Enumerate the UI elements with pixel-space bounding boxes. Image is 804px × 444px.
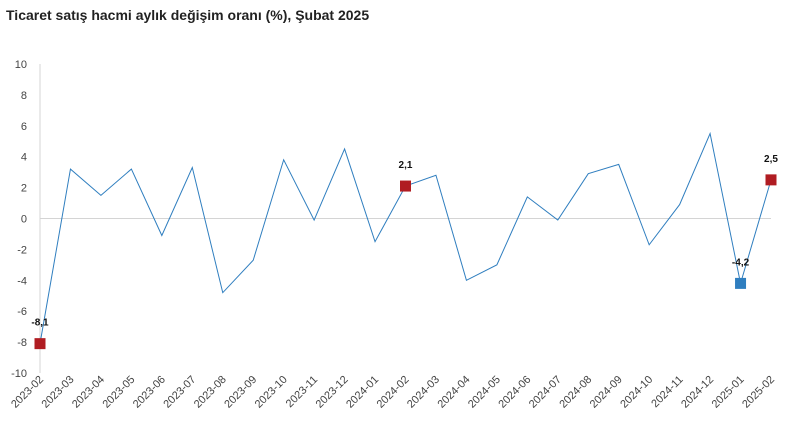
- y-tick-label: 0: [21, 214, 27, 226]
- y-axis-ticks: 10 8 6 4 2 0 -2 -4 -6 -8 -10: [11, 59, 27, 380]
- y-tick-label: 6: [21, 121, 27, 133]
- x-tick-label: 2023-08: [192, 374, 229, 411]
- x-tick-label: 2024-02: [375, 374, 412, 411]
- x-tick-label: 2023-09: [222, 374, 259, 411]
- y-tick-label: -2: [17, 244, 27, 256]
- y-tick-label: -10: [11, 368, 27, 380]
- chart-title: Ticaret satış hacmi aylık değişim oranı …: [6, 7, 370, 23]
- y-tick-label: -8: [17, 337, 27, 349]
- x-tick-label: 2023-03: [40, 374, 77, 411]
- data-point-marker: [765, 174, 777, 186]
- x-tick-label: 2023-06: [131, 374, 168, 411]
- data-point-marker: [400, 180, 411, 192]
- x-tick-label: 2024-04: [436, 374, 473, 411]
- data-label: 2,5: [764, 154, 778, 165]
- data-label: 2,1: [399, 160, 413, 171]
- x-tick-label: 2024-12: [679, 374, 716, 411]
- x-tick-label: 2023-07: [161, 374, 198, 411]
- data-label: -8,1: [31, 318, 49, 329]
- x-tick-label: 2024-06: [496, 374, 533, 411]
- x-axis-ticks: 2023-022023-032023-042023-052023-062023-…: [9, 374, 777, 411]
- x-tick-label: 2025-02: [740, 374, 777, 411]
- highlight-markers: [34, 174, 777, 350]
- x-tick-label: 2024-05: [466, 374, 503, 411]
- x-tick-label: 2024-01: [344, 374, 381, 411]
- y-tick-label: 8: [21, 90, 27, 102]
- data-point-marker: [735, 277, 747, 289]
- x-tick-label: 2024-07: [527, 374, 564, 411]
- y-tick-label: 4: [21, 152, 27, 164]
- y-tick-label: 2: [21, 183, 27, 195]
- y-tick-label: -6: [17, 306, 27, 318]
- x-tick-label: 2023-12: [314, 374, 351, 411]
- x-tick-label: 2025-01: [710, 374, 747, 411]
- y-tick-label: 10: [15, 59, 27, 71]
- x-tick-label: 2023-10: [253, 374, 290, 411]
- x-tick-label: 2024-09: [588, 374, 625, 411]
- x-tick-label: 2023-04: [70, 374, 107, 411]
- x-tick-label: 2024-03: [405, 374, 442, 411]
- data-point-marker: [34, 338, 46, 350]
- x-tick-label: 2024-10: [618, 374, 655, 411]
- data-labels: -8,1 2,1 -4,2 2,5: [31, 154, 778, 329]
- x-tick-label: 2023-05: [100, 374, 137, 411]
- data-label: -4,2: [732, 257, 750, 268]
- x-tick-label: 2024-08: [557, 374, 594, 411]
- y-tick-label: -4: [17, 275, 27, 287]
